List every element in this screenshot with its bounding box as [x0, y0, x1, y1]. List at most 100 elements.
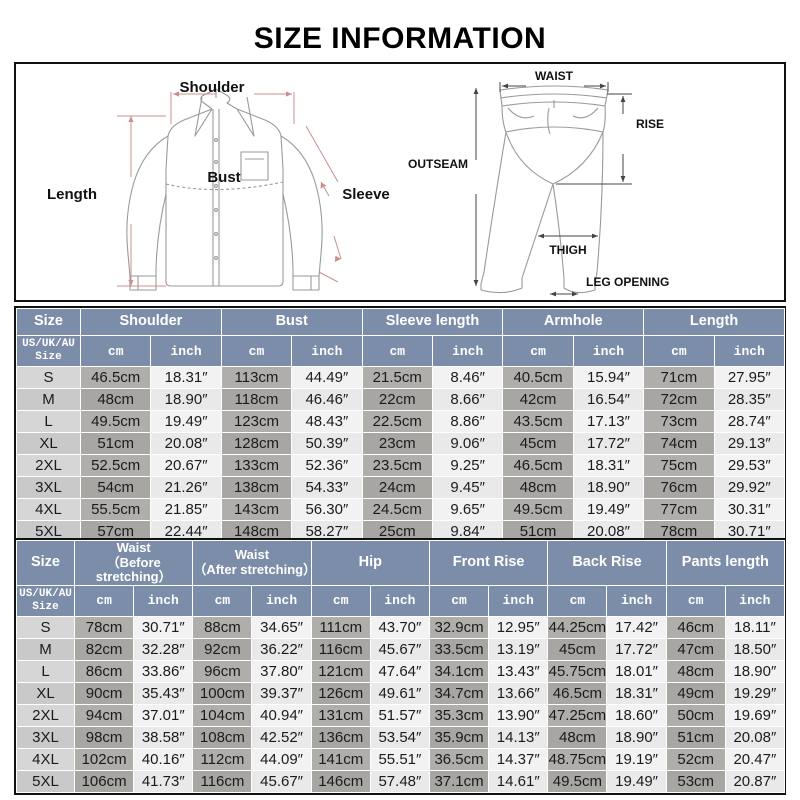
top-row-5-cell-8: 76cm: [643, 476, 715, 499]
top-row-1-cell-4: 22cm: [361, 388, 433, 411]
bottom-row-2-cell-2: 96cm: [192, 659, 253, 683]
bottom-unit-4-inch: inch: [606, 584, 667, 617]
bottom-row-5-cell-11: 20.08″: [724, 725, 785, 749]
bottom-row-6-cell-11: 20.47″: [724, 747, 785, 771]
top-row-1-cell-8: 72cm: [643, 388, 715, 411]
bottom-row-6-cell-6: 36.5cm: [428, 747, 490, 771]
bottom-row-1-cell-1: 32.28″: [133, 637, 194, 661]
top-row-1-cell-5: 8.66″: [431, 388, 504, 411]
bottom-unit-1-inch: inch: [251, 584, 312, 617]
top-row-3-cell-6: 45cm: [502, 432, 574, 455]
top-row-3-cell-5: 9.06″: [431, 432, 504, 455]
bottom-row-5-cell-10: 51cm: [665, 725, 726, 749]
bottom-row-7-cell-9: 19.49″: [606, 769, 667, 793]
top-row-2-cell-5: 8.86″: [431, 410, 504, 433]
bottom-row-5-cell-9: 18.90″: [606, 725, 667, 749]
top-row-6-cell-5: 9.65″: [431, 498, 504, 521]
bottom-row-1-cell-11: 18.50″: [724, 637, 785, 661]
top-row-3-cell-4: 23cm: [361, 432, 433, 455]
bottom-row-3-cell-3: 39.37″: [251, 681, 312, 705]
top-row-3-cell-0: 51cm: [79, 432, 152, 455]
bottom-unit-0-inch: inch: [133, 584, 194, 617]
top-row-0-cell-8: 71cm: [643, 366, 715, 389]
top-unit-4-cm: cm: [643, 335, 715, 367]
top-group-header-1: Bust: [220, 308, 363, 336]
top-group-header-0: Shoulder: [80, 308, 222, 336]
bottom-row-3-size: XL: [16, 681, 75, 705]
bottom-table-body: S 78cm 30.71″ 88cm 34.65″ 111cm 43.70″ 32.9cm 12…: [16, 615, 785, 793]
top-row-0-size: S: [16, 366, 81, 389]
top-row-6-size: 4XL: [16, 498, 81, 521]
bottom-row-6-cell-10: 52cm: [665, 747, 726, 771]
bottom-row-7-cell-3: 45.67″: [251, 769, 312, 793]
bottom-row-3-cell-9: 18.31″: [606, 681, 667, 705]
top-table-body: S 46.5cm 18.31″ 113cm 44.49″ 21.5cm 8.46″ 40.5c…: [16, 366, 785, 543]
bottom-row-2-size: L: [16, 659, 75, 683]
bottom-row-5-cell-5: 53.54″: [369, 725, 430, 749]
bottom-row-1-cell-0: 82cm: [73, 637, 135, 661]
bottom-row-6-cell-0: 102cm: [73, 747, 135, 771]
top-row-2-cell-2: 123cm: [220, 410, 293, 433]
top-size-subheader: US/UK/AU Size: [16, 335, 81, 367]
bottom-row-6-cell-8: 48.75cm: [547, 747, 608, 771]
bottom-row-4-cell-4: 131cm: [310, 703, 371, 727]
bottom-row-1-cell-2: 92cm: [192, 637, 253, 661]
top-row-6-cell-4: 24.5cm: [361, 498, 433, 521]
bottom-row-7-cell-11: 20.87″: [724, 769, 785, 793]
bottom-unit-4-cm: cm: [547, 584, 608, 617]
rise-label: RISE: [636, 117, 664, 131]
top-row-1-cell-2: 118cm: [220, 388, 293, 411]
waist-label: WAIST: [535, 69, 574, 83]
bottom-row-4-cell-11: 19.69″: [724, 703, 785, 727]
top-row-2-cell-8: 73cm: [643, 410, 715, 433]
top-size-table: Size Shoulder Bust Sleeve length Armhole…: [14, 306, 786, 545]
bottom-row-3-cell-6: 34.7cm: [428, 681, 490, 705]
bottom-group-header-1-l2: （After stretching）: [193, 561, 317, 577]
top-row-6-cell-9: 30.31″: [713, 498, 785, 521]
bottom-row-1-cell-6: 33.5cm: [428, 637, 490, 661]
top-row-4-cell-4: 23.5cm: [361, 454, 433, 477]
bottom-row-2-cell-8: 45.75cm: [547, 659, 608, 683]
outseam-label: OUTSEAM: [408, 157, 468, 171]
bottom-size-subheader: US/UK/AU Size: [16, 584, 75, 617]
bottom-group-header-5: Pants length: [665, 540, 785, 586]
top-row-0-cell-0: 46.5cm: [79, 366, 152, 389]
top-row-4-cell-0: 52.5cm: [79, 454, 152, 477]
bottom-row-2-cell-7: 13.43″: [488, 659, 549, 683]
bottom-row-2-cell-10: 48cm: [665, 659, 726, 683]
top-row-6-cell-6: 49.5cm: [502, 498, 574, 521]
table-row: 5XL 106cm 41.73″ 116cm 45.67″ 146cm 57.48″ 37.1…: [16, 769, 785, 793]
bottom-row-0-cell-9: 17.42″: [606, 615, 667, 639]
top-unit-3-inch: inch: [572, 335, 645, 367]
bottom-row-3-cell-11: 19.29″: [724, 681, 785, 705]
bottom-row-3-cell-8: 46.5cm: [547, 681, 608, 705]
bottom-unit-5-cm: cm: [665, 584, 726, 617]
top-row-0-cell-7: 15.94″: [572, 366, 645, 389]
top-row-7-size: 5XL: [16, 520, 81, 543]
bottom-row-5-size: 3XL: [16, 725, 75, 749]
table-row: XL 90cm 35.43″ 100cm 39.37″ 126cm 49.61″ 34.7cm…: [16, 681, 785, 705]
top-row-0-cell-1: 18.31″: [150, 366, 222, 389]
top-row-6-cell-2: 143cm: [220, 498, 293, 521]
bottom-group-header-0: Waist （Before stretching）: [73, 540, 194, 586]
top-row-0-cell-4: 21.5cm: [361, 366, 433, 389]
bottom-group-header-1: Waist （After stretching）: [192, 540, 317, 586]
bottom-row-1-cell-10: 47cm: [665, 637, 726, 661]
bottom-row-1-cell-3: 36.22″: [251, 637, 312, 661]
bottom-row-5-cell-6: 35.9cm: [428, 725, 490, 749]
top-row-4-cell-8: 75cm: [643, 454, 715, 477]
top-row-5-cell-9: 29.92″: [713, 476, 785, 499]
bottom-row-5-cell-1: 38.58″: [133, 725, 194, 749]
top-row-4-size: 2XL: [16, 454, 81, 477]
top-unit-2-inch: inch: [431, 335, 504, 367]
bottom-row-5-cell-3: 42.52″: [251, 725, 312, 749]
table-row: 3XL 54cm 21.26″ 138cm 54.33″ 24cm 9.45″ 48cm 18.…: [16, 476, 785, 499]
bottom-row-3-cell-5: 49.61″: [369, 681, 430, 705]
bottom-row-6-cell-1: 40.16″: [133, 747, 194, 771]
thigh-label: THIGH: [549, 243, 586, 257]
bottom-size-header: Size: [16, 540, 75, 586]
top-row-5-size: 3XL: [16, 476, 81, 499]
bottom-row-7-cell-4: 146cm: [310, 769, 371, 793]
bottom-row-4-cell-10: 50cm: [665, 703, 726, 727]
bottom-unit-1-cm: cm: [192, 584, 253, 617]
